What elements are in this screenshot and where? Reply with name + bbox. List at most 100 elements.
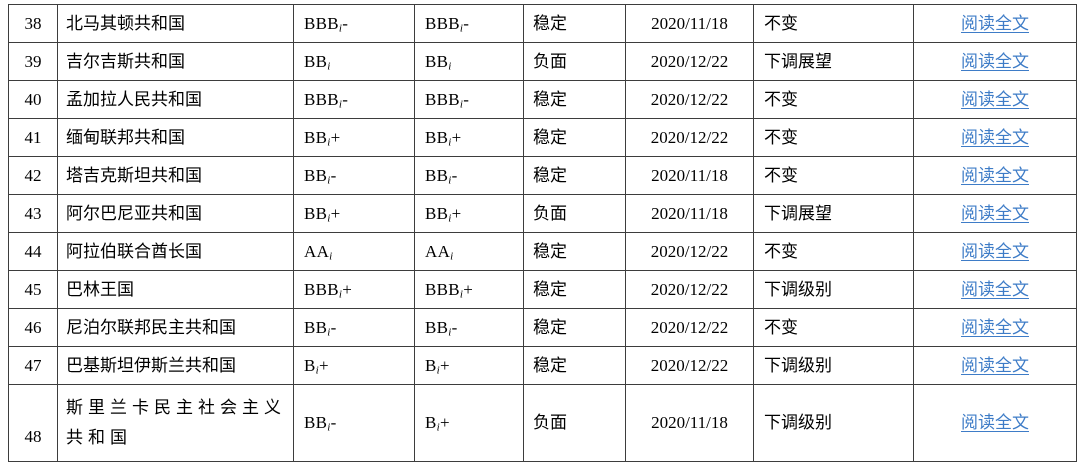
rating-column-1: BBi- xyxy=(293,384,415,462)
read-full-text-link[interactable]: 阅读全文 xyxy=(961,89,1029,109)
rating-symbol: B xyxy=(425,413,437,433)
rating-date: 2020/11/18 xyxy=(625,194,754,233)
rating-modifier: + xyxy=(440,413,450,433)
rating-action: 不变 xyxy=(753,232,914,271)
rating-symbol: B xyxy=(425,355,437,375)
row-number: 44 xyxy=(8,232,58,271)
country-name: 巴基斯坦伊斯兰共和国 xyxy=(57,346,294,385)
rating-column-1: AAi xyxy=(293,232,415,271)
rating-date: 2020/12/22 xyxy=(625,80,754,119)
read-full-text-link[interactable]: 阅读全文 xyxy=(961,279,1029,299)
table-row: 46 尼泊尔联邦民主共和国 BBi- BBi- 稳定 2020/12/22 不变… xyxy=(8,308,1077,347)
country-name: 塔吉克斯坦共和国 xyxy=(57,156,294,195)
rating-symbol: BBB xyxy=(304,13,339,33)
rating-column-2: BBi- xyxy=(414,156,524,195)
rating-action: 不变 xyxy=(753,118,914,157)
rating-subscript: i xyxy=(315,364,319,377)
country-name: 吉尔吉斯共和国 xyxy=(57,42,294,81)
outlook: 稳定 xyxy=(523,4,626,43)
rating-symbol: BB xyxy=(425,203,449,223)
outlook: 稳定 xyxy=(523,156,626,195)
table-row: 39 吉尔吉斯共和国 BBi BBi 负面 2020/12/22 下调展望 阅读… xyxy=(8,42,1077,81)
rating-symbol: BB xyxy=(425,165,449,185)
country-name: 缅甸联邦共和国 xyxy=(57,118,294,157)
outlook: 稳定 xyxy=(523,308,626,347)
rating-subscript: i xyxy=(459,98,464,111)
rating-subscript: i xyxy=(448,174,452,187)
rating-column-1: BBBi- xyxy=(293,4,415,43)
table-row: 40 孟加拉人民共和国 BBBi- BBBi- 稳定 2020/12/22 不变… xyxy=(8,80,1077,119)
outlook: 负面 xyxy=(523,194,626,233)
table-row: 41 缅甸联邦共和国 BBi+ BBi+ 稳定 2020/12/22 不变 阅读… xyxy=(8,118,1077,157)
read-full-text-link[interactable]: 阅读全文 xyxy=(961,241,1029,261)
rating-date: 2020/12/22 xyxy=(625,270,754,309)
rating-symbol: BBB xyxy=(304,89,339,109)
country-name: 尼泊尔联邦民主共和国 xyxy=(57,308,294,347)
rating-action: 下调展望 xyxy=(753,194,914,233)
read-full-text-link[interactable]: 阅读全文 xyxy=(961,13,1029,33)
read-full-text-link[interactable]: 阅读全文 xyxy=(961,165,1029,185)
rating-action: 下调级别 xyxy=(753,346,914,385)
rating-column-2: BBi xyxy=(414,42,524,81)
row-number: 45 xyxy=(8,270,58,309)
rating-subscript: i xyxy=(448,326,452,339)
rating-subscript: i xyxy=(448,60,452,73)
rating-date: 2020/11/18 xyxy=(625,384,754,462)
read-full-text-link[interactable]: 阅读全文 xyxy=(961,51,1029,71)
read-full-text-link[interactable]: 阅读全文 xyxy=(961,203,1029,223)
rating-subscript: i xyxy=(436,421,440,434)
rating-modifier: - xyxy=(451,165,458,185)
table-row: 43 阿尔巴尼亚共和国 BBi+ BBi+ 负面 2020/11/18 下调展望… xyxy=(8,194,1077,233)
rating-symbol: BB xyxy=(304,203,328,223)
rating-symbol: BB xyxy=(304,413,328,433)
country-name: 巴林王国 xyxy=(57,270,294,309)
rating-modifier: - xyxy=(463,89,470,109)
read-full-text-link[interactable]: 阅读全文 xyxy=(961,127,1029,147)
rating-action: 不变 xyxy=(753,4,914,43)
rating-column-2: BBi+ xyxy=(414,118,524,157)
read-full-text-cell: 阅读全文 xyxy=(913,42,1077,81)
rating-modifier: + xyxy=(342,279,353,299)
rating-column-2: BBBi- xyxy=(414,4,524,43)
read-full-text-link[interactable]: 阅读全文 xyxy=(961,413,1029,433)
read-full-text-link[interactable]: 阅读全文 xyxy=(961,317,1029,337)
rating-date: 2020/12/22 xyxy=(625,118,754,157)
rating-subscript: i xyxy=(327,421,331,434)
rating-symbol: B xyxy=(304,355,316,375)
rating-action: 不变 xyxy=(753,308,914,347)
rating-subscript: i xyxy=(327,326,331,339)
read-full-text-cell: 阅读全文 xyxy=(913,194,1077,233)
rating-table-body: 38 北马其顿共和国 BBBi- BBBi- 稳定 2020/11/18 不变 … xyxy=(8,4,1077,462)
rating-column-1: BBi+ xyxy=(293,194,415,233)
read-full-text-cell: 阅读全文 xyxy=(913,232,1077,271)
rating-subscript: i xyxy=(448,212,452,225)
rating-symbol: BB xyxy=(304,127,328,147)
rating-column-2: BBBi- xyxy=(414,80,524,119)
rating-symbol: BB xyxy=(304,165,328,185)
rating-modifier: - xyxy=(342,89,349,109)
rating-symbol: BB xyxy=(304,51,328,71)
row-number: 39 xyxy=(8,42,58,81)
country-name: 北马其顿共和国 xyxy=(57,4,294,43)
table-row: 42 塔吉克斯坦共和国 BBi- BBi- 稳定 2020/11/18 不变 阅… xyxy=(8,156,1077,195)
rating-column-1: BBi- xyxy=(293,156,415,195)
rating-modifier: + xyxy=(319,355,329,375)
rating-subscript: i xyxy=(459,22,464,35)
rating-subscript: i xyxy=(338,288,343,301)
rating-symbol: BBB xyxy=(425,13,460,33)
rating-modifier: - xyxy=(463,13,470,33)
outlook: 稳定 xyxy=(523,346,626,385)
rating-modifier: + xyxy=(440,355,450,375)
rating-column-1: BBi+ xyxy=(293,118,415,157)
rating-symbol: BB xyxy=(425,317,449,337)
rating-column-2: BBi+ xyxy=(414,194,524,233)
row-number: 38 xyxy=(8,4,58,43)
country-name: 孟加拉人民共和国 xyxy=(57,80,294,119)
page: 38 北马其顿共和国 BBBi- BBBi- 稳定 2020/11/18 不变 … xyxy=(0,4,1080,462)
rating-symbol: BBB xyxy=(425,279,460,299)
read-full-text-link[interactable]: 阅读全文 xyxy=(961,355,1029,375)
rating-modifier: + xyxy=(330,203,341,223)
rating-symbol: BB xyxy=(425,51,449,71)
rating-column-2: BBi- xyxy=(414,308,524,347)
outlook: 稳定 xyxy=(523,270,626,309)
